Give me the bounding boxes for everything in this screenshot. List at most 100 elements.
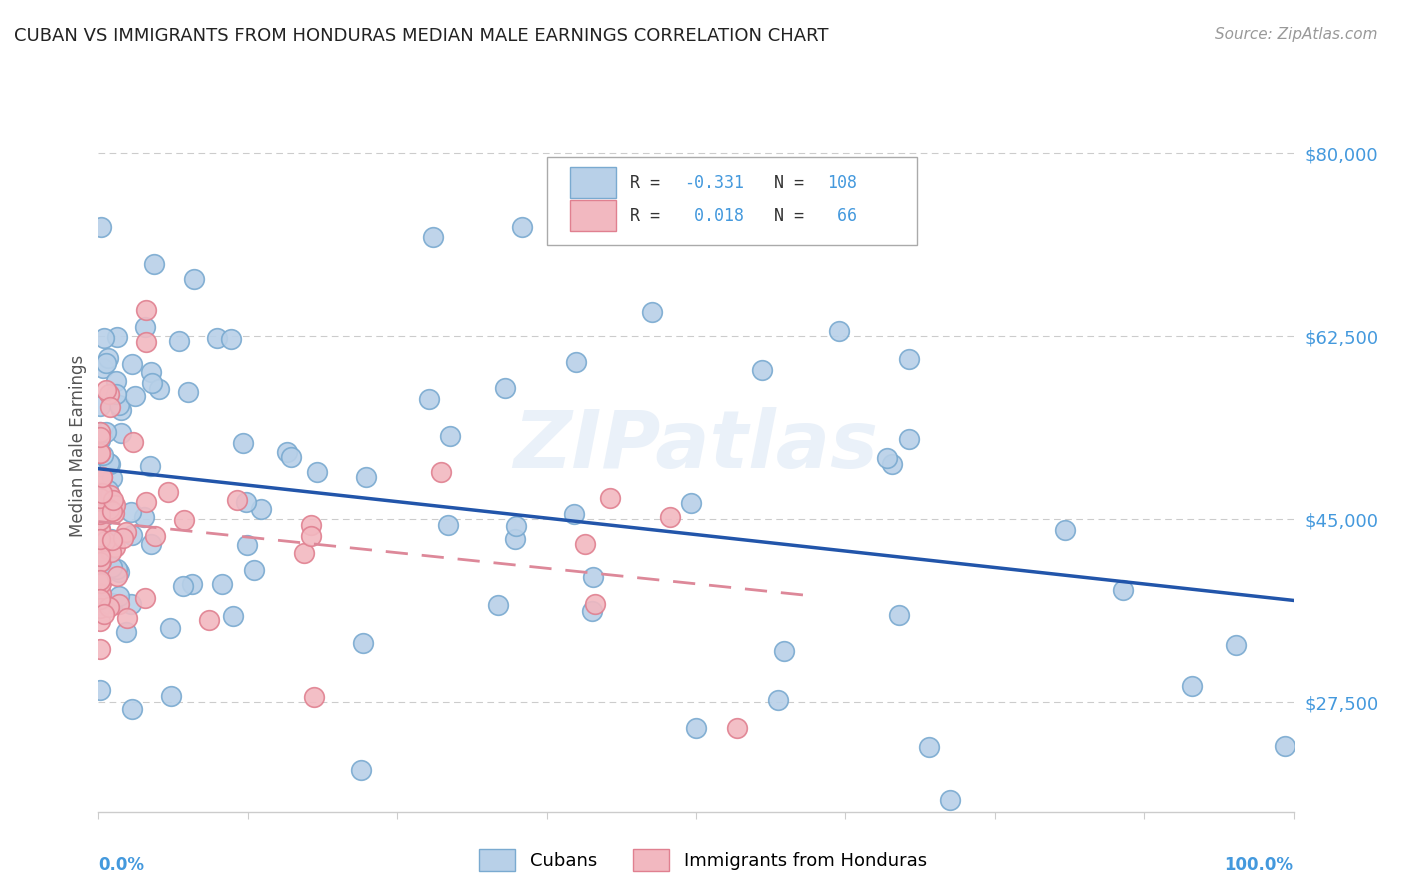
Point xyxy=(104,540,127,554)
Bar xyxy=(571,168,616,198)
Point xyxy=(98,457,121,471)
Point xyxy=(350,763,373,777)
Point xyxy=(89,524,111,538)
Point xyxy=(250,502,273,516)
Text: 100.0%: 100.0% xyxy=(1225,855,1294,873)
Point xyxy=(183,272,205,286)
Point xyxy=(897,351,920,366)
Point xyxy=(141,376,163,390)
Point xyxy=(1274,739,1296,754)
Point xyxy=(101,559,124,574)
Point xyxy=(90,485,112,500)
Point xyxy=(105,569,128,583)
Point xyxy=(121,527,143,541)
Point xyxy=(108,398,131,412)
Point xyxy=(581,604,603,618)
Point xyxy=(938,793,960,807)
Point xyxy=(574,537,596,551)
Point xyxy=(299,529,322,543)
Point xyxy=(89,512,111,526)
Point xyxy=(232,436,254,450)
Point xyxy=(658,509,681,524)
Point xyxy=(98,400,121,414)
Point xyxy=(89,614,111,628)
Point xyxy=(98,502,121,516)
Point xyxy=(356,469,378,483)
Point xyxy=(89,591,111,606)
Point xyxy=(132,509,155,524)
Point xyxy=(98,488,121,502)
Point xyxy=(89,574,111,589)
Point xyxy=(110,425,132,440)
Point xyxy=(105,561,128,575)
Point xyxy=(104,375,127,389)
Point xyxy=(101,492,124,507)
Point xyxy=(90,587,112,601)
Point xyxy=(89,555,111,569)
Text: N =: N = xyxy=(773,207,814,225)
Text: 108: 108 xyxy=(827,174,858,192)
Point xyxy=(494,381,516,395)
Point xyxy=(882,457,904,471)
Point xyxy=(751,362,773,376)
Point xyxy=(242,563,264,577)
Point xyxy=(108,590,131,604)
Point xyxy=(120,505,142,519)
Point xyxy=(292,546,315,560)
Point xyxy=(115,624,138,639)
Point xyxy=(157,484,180,499)
Point xyxy=(110,402,132,417)
Point xyxy=(89,573,111,587)
Point xyxy=(773,643,796,657)
Point xyxy=(422,230,444,244)
Text: -0.331: -0.331 xyxy=(685,174,744,192)
Text: 0.0%: 0.0% xyxy=(98,855,145,873)
Point xyxy=(94,384,117,398)
Point xyxy=(122,435,145,450)
Point xyxy=(177,385,200,400)
Point xyxy=(486,599,509,613)
Point xyxy=(302,690,325,704)
Point xyxy=(91,598,114,612)
Point xyxy=(305,465,328,479)
Point xyxy=(299,518,322,533)
Point xyxy=(90,575,112,590)
Point xyxy=(352,636,374,650)
Bar xyxy=(571,200,616,231)
Point xyxy=(97,351,120,365)
Point xyxy=(505,519,527,533)
Point xyxy=(143,257,166,271)
Point xyxy=(205,331,228,345)
Point xyxy=(1054,524,1077,538)
Point xyxy=(97,599,120,614)
Point xyxy=(121,702,143,716)
Point xyxy=(89,459,111,474)
Point xyxy=(599,491,621,505)
Point xyxy=(236,538,259,552)
Point xyxy=(89,484,111,499)
Point xyxy=(101,596,124,610)
Point xyxy=(100,545,122,559)
Point xyxy=(172,579,194,593)
Point xyxy=(160,689,183,703)
Point xyxy=(101,471,124,485)
Point xyxy=(89,399,111,413)
Point xyxy=(111,531,134,545)
Point xyxy=(828,324,851,338)
Point xyxy=(439,429,461,443)
Point xyxy=(93,509,115,524)
Point xyxy=(90,554,112,568)
Text: 0.018: 0.018 xyxy=(685,207,744,225)
Point xyxy=(135,303,157,318)
Point xyxy=(89,537,111,551)
Point xyxy=(121,357,143,371)
Point xyxy=(89,532,111,546)
Point xyxy=(89,683,111,698)
Point xyxy=(280,450,302,464)
Point xyxy=(135,334,157,349)
Point xyxy=(139,537,162,551)
Point xyxy=(235,494,257,508)
Point xyxy=(97,486,120,500)
Point xyxy=(89,577,111,591)
Point xyxy=(89,425,111,439)
